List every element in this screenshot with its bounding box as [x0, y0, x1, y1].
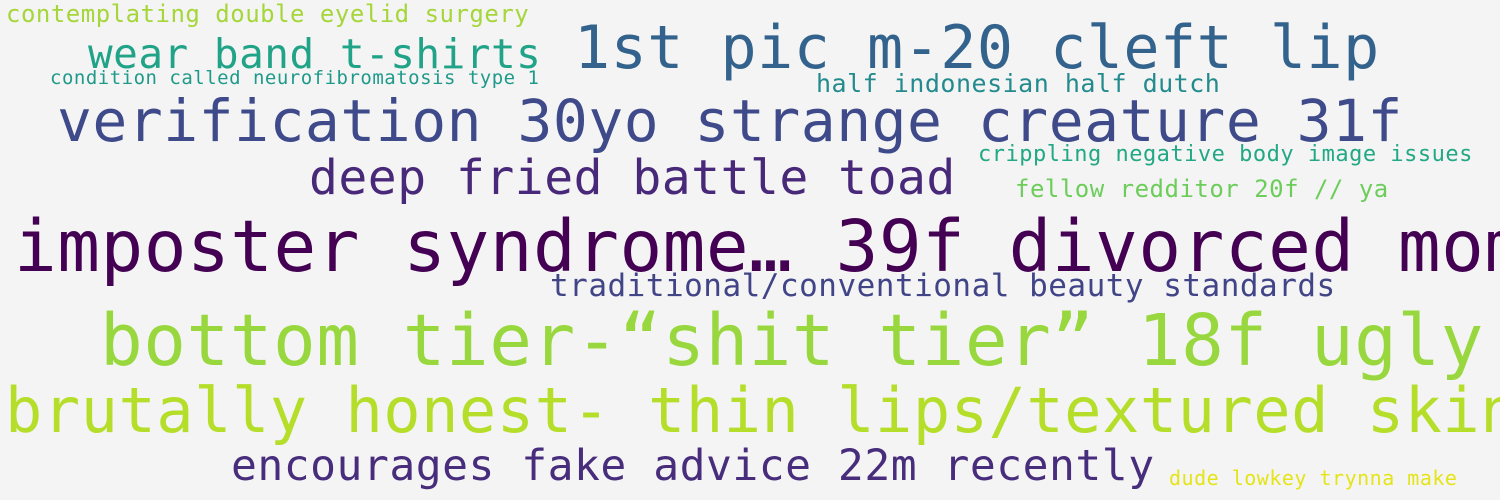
- phrase-dude-lowkey-trynna-make: dude lowkey trynna make: [1169, 466, 1458, 490]
- phrase-brutally-honest-thin-lips-textured-skin: brutally honest- thin lips/textured skin: [5, 374, 1500, 447]
- phrase-1st-pic-m-20-cleft-lip: 1st pic m-20 cleft lip: [574, 13, 1380, 83]
- phrase-imposter-syndrome-39f-divorced-mom: imposter syndrome… 39f divorced mom: [14, 205, 1500, 288]
- phrase-condition-called-neurofibromatosis-type-1: condition called neurofibromatosis type …: [50, 67, 540, 89]
- phrase-deep-fried-battle-toad: deep fried battle toad: [309, 150, 956, 206]
- phrase-contemplating-double-eyelid-surgery: contemplating double eyelid surgery: [6, 0, 530, 28]
- phrase-verification-30yo-strange-creature-31f: verification 30yo strange creature 31f: [57, 87, 1403, 155]
- phrase-half-indonesian-half-dutch: half indonesian half dutch: [816, 69, 1221, 98]
- phrase-crippling-negative-body-image-issues: crippling negative body image issues: [978, 142, 1473, 167]
- phrase-fellow-redditor-20f-ya: fellow redditor 20f // ya: [1015, 175, 1389, 203]
- phrase-bottom-tier-shit-tier-18f-ugly: bottom tier-“shit tier” 18f ugly: [100, 299, 1484, 382]
- phrase-traditional-conventional-beauty-standards: traditional/conventional beauty standard…: [550, 268, 1336, 304]
- phrase-encourages-fake-advice-22m-recently: encourages fake advice 22m recently: [231, 441, 1155, 491]
- phrase-wear-band-t-shirts: wear band t-shirts: [88, 30, 542, 78]
